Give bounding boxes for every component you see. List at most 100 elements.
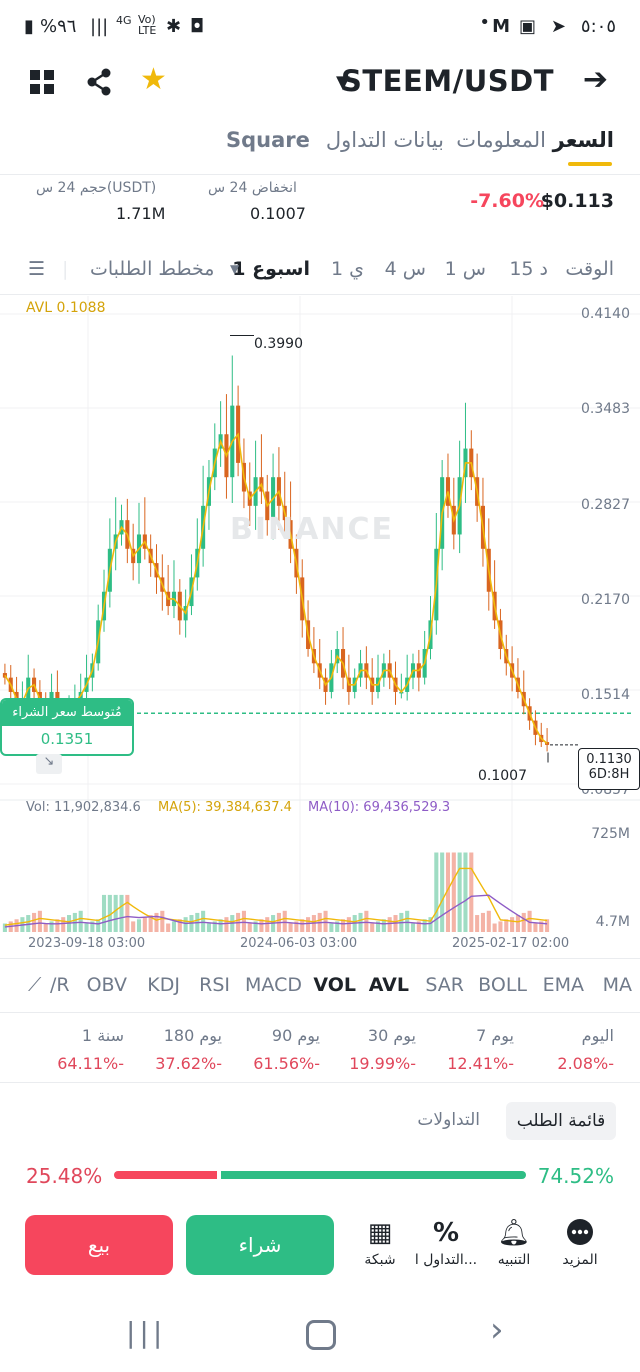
volume-bar: [504, 919, 509, 932]
buy-ratio: 74.52%: [537, 1164, 614, 1188]
alert-button[interactable]: 🔔︎ التنبيه: [474, 1218, 554, 1268]
pair-dropdown-icon[interactable]: ▼: [336, 72, 350, 93]
last-price: $0.113: [540, 190, 614, 212]
battery-icon: ▮: [24, 16, 34, 37]
tab-order-book[interactable]: قائمة الطلب: [506, 1102, 616, 1140]
volume-bar: [247, 923, 252, 932]
volume-bar: [177, 919, 182, 932]
volume-bar: [539, 921, 544, 932]
volume-bar: [49, 921, 54, 932]
ma10-label: MA(10): 69,436,529.3: [308, 800, 451, 815]
tab-info[interactable]: المعلومات: [456, 128, 546, 152]
indicator-macd[interactable]: MACD: [245, 974, 302, 996]
battery-level: %٩٦: [40, 16, 77, 37]
volume-bar: [335, 921, 340, 932]
share-icon[interactable]: [86, 68, 112, 96]
volume-bar: [416, 921, 421, 932]
indicator-avl[interactable]: AVL: [368, 974, 409, 996]
volume-bar: [323, 910, 328, 932]
home-icon[interactable]: [306, 1320, 336, 1350]
volume-bar: [241, 910, 246, 932]
timeframe-1d[interactable]: 1 ي: [330, 258, 364, 280]
volume-bar: [370, 923, 375, 932]
signal-icon: |||: [90, 16, 109, 37]
perf-label: 7 يوم: [476, 1026, 514, 1045]
volume-bar: [119, 894, 124, 932]
volume-bar: [55, 919, 60, 932]
indicator-rsi[interactable]: RSI: [199, 974, 230, 996]
volume-bar: [445, 852, 451, 932]
tab-price[interactable]: السعر: [552, 128, 614, 152]
volume-bar: [206, 923, 211, 932]
low-24h-label: انخفاض 24 س: [208, 180, 297, 196]
volume-bar: [259, 919, 264, 932]
recent-apps-icon[interactable]: |||: [126, 1316, 167, 1349]
chart-settings-icon[interactable]: ☰: [28, 258, 46, 280]
sell-button[interactable]: بيع: [25, 1215, 173, 1275]
avl-label: AVL 0.1088: [26, 300, 106, 316]
tab-indicator: [568, 162, 612, 166]
volume-bar: [131, 921, 136, 932]
volume-bar: [434, 852, 439, 932]
vol-24h-label: حجم 24 س(USDT): [36, 180, 157, 196]
volume-bar: [166, 923, 171, 932]
y-tick: 0.2827: [581, 497, 630, 513]
grid-label: شبكة: [364, 1252, 396, 1268]
dot-icon: •: [479, 12, 490, 33]
indicator-wr[interactable]: /R: [50, 974, 70, 996]
tab-trading-data[interactable]: بيانات التداول: [325, 128, 444, 152]
volume-bar: [201, 910, 206, 932]
grid-button[interactable]: ▦ شبكة: [340, 1218, 420, 1268]
indicator-vol[interactable]: VOL: [313, 974, 356, 996]
more-button[interactable]: المزيد: [540, 1218, 620, 1268]
volume-bar: [486, 910, 491, 932]
volume-bar: [422, 919, 427, 932]
y-tick: 0.4140: [581, 306, 630, 322]
timeframe-1h[interactable]: 1 س: [444, 258, 486, 280]
indicator-ma[interactable]: MA: [602, 974, 632, 996]
volume-bar: [113, 894, 118, 932]
avg-buy-value: 0.1351: [40, 730, 94, 748]
timeframe-4h[interactable]: 4 س: [384, 258, 426, 280]
grid-bot-icon: ▦: [367, 1218, 393, 1248]
tab-square[interactable]: Square: [226, 128, 310, 152]
buy-button[interactable]: شراء: [186, 1215, 334, 1275]
tab-trades[interactable]: التداولات: [417, 1110, 480, 1130]
volume-bar: [341, 919, 346, 932]
timeframe-label: الوقت: [565, 258, 614, 280]
x-tick: 2023-09-18 03:00: [28, 936, 146, 951]
volume-bar: [101, 894, 107, 932]
back-arrow-icon[interactable]: ➔: [582, 62, 608, 97]
candlestick-chart[interactable]: [0, 296, 640, 956]
price-chart[interactable]: [0, 296, 640, 956]
navigation-arrow-icon: ➤: [550, 16, 566, 37]
margin-trade-button[interactable]: % التداول ا...: [406, 1218, 486, 1268]
perf-label: 90 يوم: [271, 1026, 320, 1045]
perf-value: 2.08%-: [557, 1054, 614, 1073]
timeframe-1w[interactable]: 1 اسبوع: [232, 258, 310, 280]
divider: [0, 174, 640, 175]
indicator-boll[interactable]: BOLL: [478, 974, 527, 996]
timeframe-dropdown-icon[interactable]: ▼: [230, 262, 240, 276]
depth-chart-tab[interactable]: مخطط الطلبات: [90, 258, 215, 280]
volume-bar: [440, 852, 445, 932]
avg-buy-price-tag[interactable]: مُتوسط سعر الشراء 0.1351: [0, 698, 134, 756]
volume-bar: [282, 910, 287, 932]
indicator-sar[interactable]: SAR: [425, 974, 464, 996]
indicator-edit-icon[interactable]: ⟋: [28, 974, 42, 996]
indicator-ema[interactable]: EMA: [542, 974, 584, 996]
volume-bar: [306, 917, 311, 932]
timeframe-15m[interactable]: 15 د: [509, 258, 548, 280]
perf-value: 37.62%-: [155, 1054, 222, 1073]
favorite-star-icon[interactable]: ★: [140, 62, 167, 97]
grid-menu-icon[interactable]: [30, 70, 54, 94]
indicator-obv[interactable]: OBV: [86, 974, 127, 996]
volume-bar: [463, 852, 468, 932]
volume-bar: [410, 923, 416, 932]
back-nav-icon[interactable]: ›: [490, 1310, 504, 1350]
collapse-arrow-icon[interactable]: ↘: [36, 754, 62, 774]
volume-bar: [469, 852, 474, 932]
pair-title[interactable]: STEEM/USDT: [340, 64, 554, 98]
x-tick: 2024-06-03 03:00: [240, 936, 358, 951]
indicator-kdj[interactable]: KDJ: [147, 974, 180, 996]
